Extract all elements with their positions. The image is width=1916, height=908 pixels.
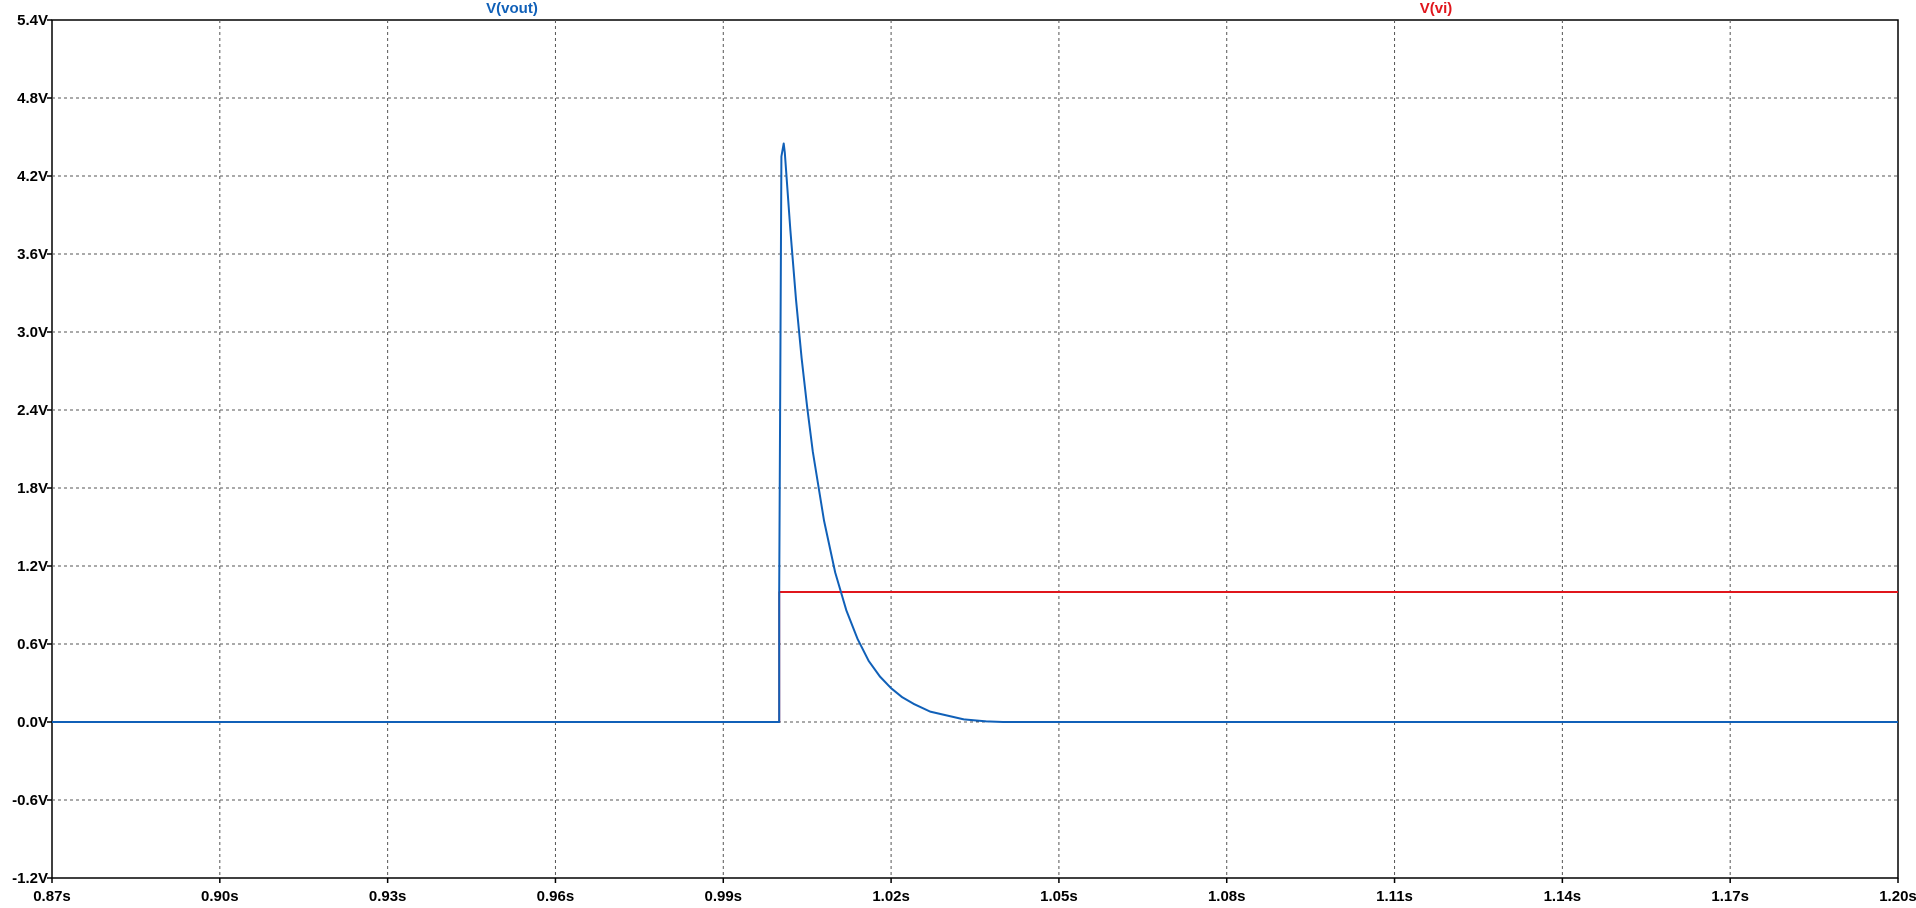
plot-area[interactable] bbox=[51, 19, 1899, 879]
trace-label-v-vout[interactable]: V(vout) bbox=[486, 0, 538, 17]
series-traces bbox=[52, 142, 1898, 723]
x-tick-label: 1.11s bbox=[1376, 888, 1413, 905]
y-tick-label: 0.0V bbox=[17, 714, 48, 731]
x-tick-label: 0.99s bbox=[704, 888, 742, 905]
x-tick-label: 0.93s bbox=[369, 888, 407, 905]
x-tick-label: 0.87s bbox=[33, 888, 71, 905]
y-tick-label: 2.4V bbox=[17, 402, 48, 419]
y-tick-label: -1.2V bbox=[12, 870, 48, 887]
x-tick-label: 0.90s bbox=[201, 888, 239, 905]
y-tick-label: 3.6V bbox=[17, 246, 48, 263]
x-tick-label: 1.20s bbox=[1879, 888, 1916, 905]
y-tick-label: -0.6V bbox=[12, 792, 48, 809]
x-tick-label: 1.14s bbox=[1544, 888, 1582, 905]
x-tick-label: 0.96s bbox=[537, 888, 575, 905]
y-tick-label: 5.4V bbox=[17, 12, 48, 29]
trace-v-vout bbox=[52, 142, 1898, 723]
y-tick-label: 4.2V bbox=[17, 168, 48, 185]
y-tick-label: 4.8V bbox=[17, 90, 48, 107]
x-tick-label: 1.17s bbox=[1711, 888, 1749, 905]
y-tick-label: 3.0V bbox=[17, 324, 48, 341]
y-tick-label: 1.8V bbox=[17, 480, 48, 497]
y-tick-label: 0.6V bbox=[17, 636, 48, 653]
y-tick-label: 1.2V bbox=[17, 558, 48, 575]
trace-legend: V(vout) V(vi) bbox=[486, 0, 1452, 17]
x-tick-label: 1.05s bbox=[1040, 888, 1078, 905]
x-tick-label: 1.08s bbox=[1208, 888, 1246, 905]
trace-label-v-vi[interactable]: V(vi) bbox=[1420, 0, 1453, 17]
axis-ticks: 0.87s 0.90s 0.93s 0.96s 0.99s 1.02s 1.05s 1.08s… bbox=[12, 12, 1916, 905]
x-tick-label: 1.02s bbox=[872, 888, 910, 905]
